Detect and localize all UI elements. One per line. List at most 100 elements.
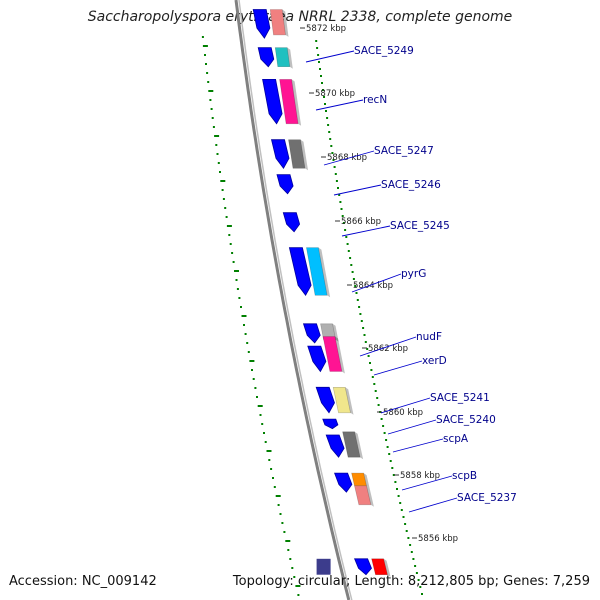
guide-dot: [382, 425, 385, 427]
gene-label: nudF: [416, 331, 442, 343]
gc-mark: [272, 477, 274, 479]
guide-dot: [360, 320, 363, 322]
gene-arrow: [325, 434, 345, 458]
backbone-line: [234, 0, 351, 600]
guide-dot: [322, 89, 324, 91]
guide-dot: [421, 593, 423, 595]
gene-label-leader: [387, 419, 437, 435]
guide-dot: [345, 236, 348, 238]
guide-dot: [380, 418, 383, 420]
guide-dot: [319, 68, 321, 70]
guide-dot: [352, 278, 355, 280]
guide-dot: [356, 299, 359, 301]
guide-dot: [324, 103, 326, 105]
guide-dot: [315, 40, 318, 42]
guide-dot: [364, 341, 367, 343]
gc-mark: [241, 315, 247, 317]
guide-dot: [386, 446, 389, 448]
guide-dot: [328, 131, 331, 133]
guide-dot: [358, 306, 361, 308]
gene-arrow: [262, 79, 283, 125]
gene-track: [252, 9, 372, 576]
tick-label: 5870 kbp: [315, 89, 355, 99]
gc-mark: [291, 567, 294, 569]
accession-text: Accession: NC_009142: [9, 574, 157, 589]
gc-mark: [252, 378, 255, 380]
gc-mark: [270, 468, 273, 470]
cog-block: [332, 386, 351, 414]
gc-mark: [222, 198, 225, 200]
guide-dot: [335, 180, 338, 182]
gene-label: scpB: [452, 470, 477, 482]
guide-dot: [371, 376, 374, 378]
cog-block-shadow: [291, 79, 302, 126]
guide-dot: [316, 47, 319, 49]
gene-labels: SACE_5249 recN SACE_5247 SACE_5246 SACE_5245…: [305, 45, 517, 513]
cog-block: [306, 247, 328, 296]
guide-dot: [359, 313, 362, 315]
guide-dot: [419, 586, 422, 588]
gc-mark: [257, 405, 263, 407]
gc-mark: [234, 270, 239, 272]
gene-arrow: [257, 47, 275, 68]
gc-mark: [207, 81, 210, 83]
gc-mark: [228, 234, 231, 236]
tick-label: 5856 kbp: [418, 534, 458, 544]
cog-block-shadow: [366, 485, 374, 507]
guide-dot: [402, 516, 405, 518]
gene-label-leader: [305, 50, 355, 63]
gene-label-leader: [380, 397, 431, 414]
gc-mark: [251, 369, 253, 371]
guide-dot: [388, 453, 391, 455]
genome-summary-text: Topology: circular; Length: 8,212,805 bp…: [232, 574, 590, 589]
gc-mark: [246, 342, 249, 344]
guide-dot: [396, 488, 398, 490]
gc-mark: [210, 108, 213, 110]
tick-label: 5864 kbp: [353, 281, 393, 291]
cog-block: [354, 485, 372, 506]
gc-mark: [266, 450, 272, 452]
guide-dot: [337, 187, 339, 189]
guide-dot: [400, 509, 403, 511]
guide-dot: [334, 173, 337, 175]
gc-mark: [225, 216, 228, 218]
guide-dot: [417, 579, 420, 581]
map-title: Saccharopolyspora erythraea NRRL 2338, c…: [87, 9, 513, 25]
guide-dot: [404, 523, 407, 525]
guide-dot: [323, 96, 325, 98]
tick-label: 5858 kbp: [400, 471, 440, 481]
guide-dot: [392, 474, 395, 476]
gene-label-leader: [351, 273, 402, 293]
guide-dot: [329, 138, 332, 140]
gc-mark: [206, 72, 209, 74]
gene-arrow: [354, 558, 372, 576]
gc-mark: [214, 135, 220, 137]
gc-mark: [215, 144, 218, 146]
gc-mark: [238, 297, 241, 299]
guide-dot: [363, 334, 366, 336]
guide-dot: [385, 439, 388, 441]
gene-label-leader: [359, 336, 417, 357]
gc-mark: [240, 306, 242, 308]
gc-mark: [204, 54, 206, 56]
guide-dot: [320, 75, 322, 77]
gene-label: xerD: [422, 355, 447, 367]
gene-arrow: [315, 386, 335, 414]
guide-dot: [317, 54, 320, 56]
gene-arrow: [307, 345, 327, 373]
guide-dot: [341, 215, 344, 217]
gc-mark: [295, 585, 301, 587]
gene-arrow: [276, 174, 294, 195]
backbone-shadow: [238, 0, 353, 600]
guide-dot: [394, 481, 397, 483]
gc-mark: [211, 117, 214, 119]
guide-dot: [339, 201, 342, 203]
gene-label-leader: [373, 360, 423, 376]
guide-dot: [355, 292, 358, 294]
gc-mark: [247, 351, 250, 353]
guide-dot: [331, 152, 334, 154]
gc-mark: [229, 243, 232, 245]
cog-track: [269, 9, 391, 577]
gc-mark: [243, 324, 245, 326]
